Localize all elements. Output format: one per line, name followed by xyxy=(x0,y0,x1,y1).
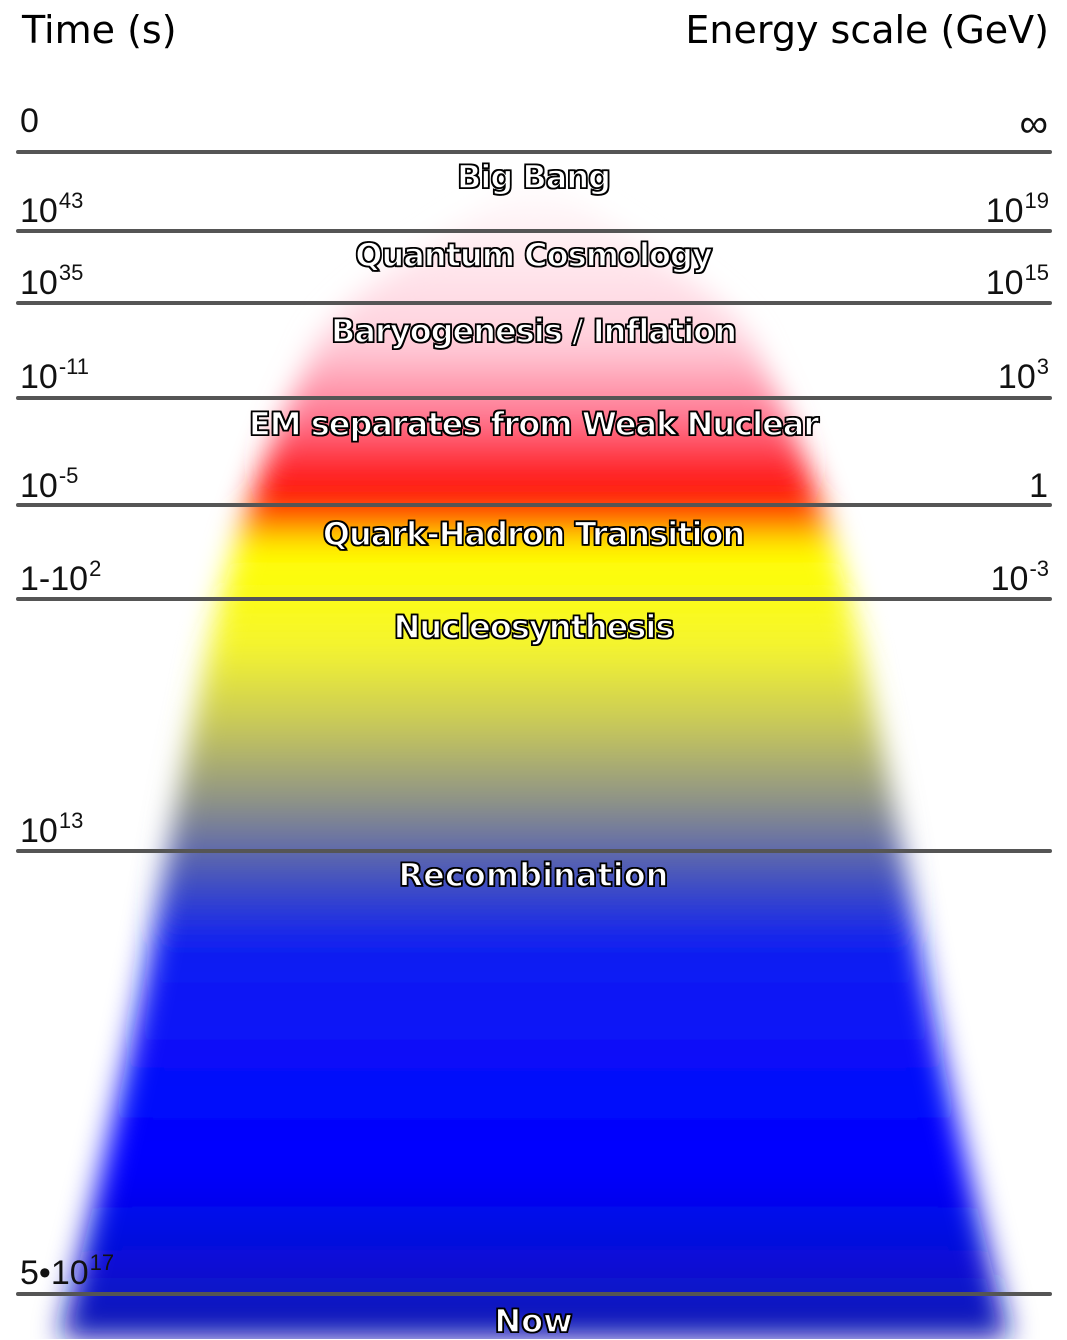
energy-tick-4: 1 xyxy=(1029,467,1048,505)
energy-tick-5: 10-3 xyxy=(990,556,1049,598)
era-label-quark-hadron-transition: Quark-Hadron Transition xyxy=(322,514,746,554)
time-tick-4: 10-5 xyxy=(20,463,79,505)
cone-shape xyxy=(60,180,1010,1339)
divider-nucleosynthesis xyxy=(16,597,1052,601)
era-label-big-bang: Big Bang xyxy=(456,157,612,197)
energy-tick-3: 103 xyxy=(997,354,1049,396)
time-axis-header: Time (s) xyxy=(22,8,177,52)
time-tick-0: 0 xyxy=(20,102,39,140)
era-label-recombination: Recombination xyxy=(398,855,669,895)
divider-quark-hadron xyxy=(16,503,1052,507)
energy-tick-2: 1015 xyxy=(985,260,1049,302)
divider-em-separation xyxy=(16,396,1052,400)
time-tick-7: 5•1017 xyxy=(20,1250,115,1292)
divider-big-bang xyxy=(16,150,1052,154)
divider-quantum-cosmology xyxy=(16,229,1052,233)
era-label-nucleosynthesis: Nucleosynthesis xyxy=(393,607,675,647)
divider-recombination xyxy=(16,849,1052,853)
era-label-baryogenesis-inflation: Baryogenesis / Inflation xyxy=(330,311,737,351)
energy-tick-1: 1019 xyxy=(985,188,1049,230)
era-label-now: Now xyxy=(494,1301,574,1340)
divider-baryogenesis xyxy=(16,301,1052,305)
time-tick-2: 1035 xyxy=(20,260,84,302)
energy-tick-0: ∞ xyxy=(1019,102,1048,146)
time-tick-5: 1-102 xyxy=(20,556,102,598)
time-tick-1: 1043 xyxy=(20,188,84,230)
era-label-em-separation: EM separates from Weak Nuclear xyxy=(248,404,820,444)
time-tick-3: 10-11 xyxy=(20,354,89,396)
era-label-quantum-cosmology: Quantum Cosmology xyxy=(355,235,714,275)
time-tick-6: 1013 xyxy=(20,808,84,850)
divider-now xyxy=(16,1292,1052,1296)
energy-axis-header: Energy scale (GeV) xyxy=(685,8,1049,52)
